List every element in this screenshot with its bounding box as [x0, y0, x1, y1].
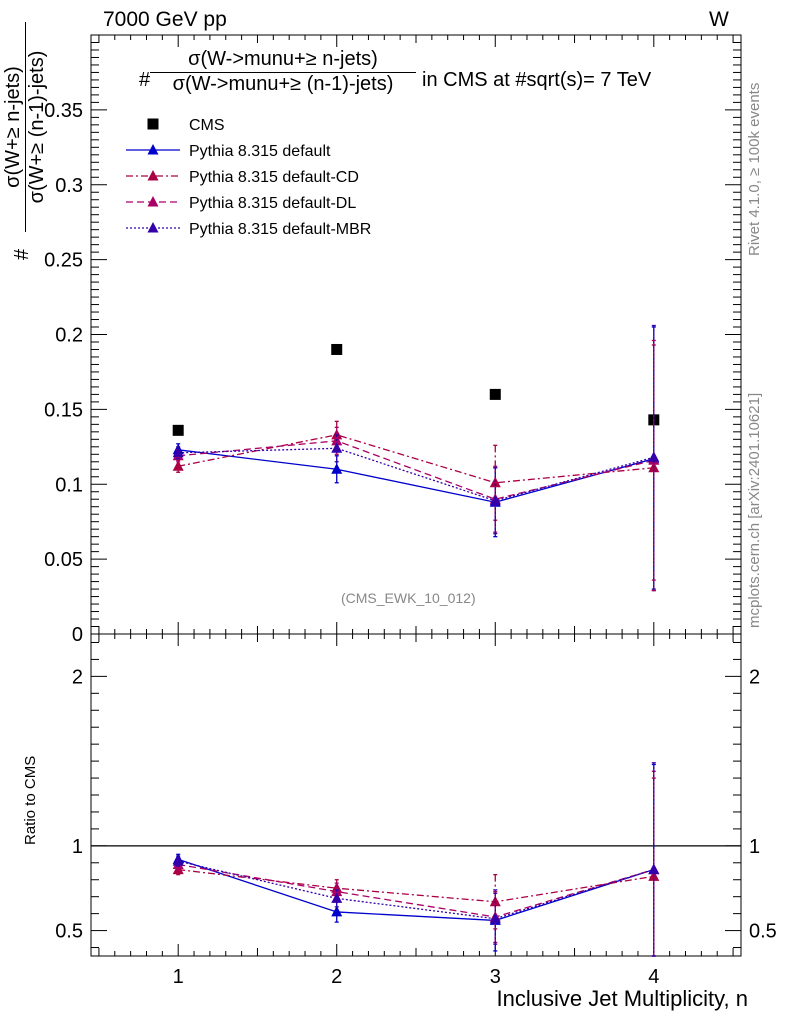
legend-entry-cms: CMS — [147, 117, 225, 134]
ratio-axes: 1 2 3 4 0.5 0.5 1 1 2 2 — [55, 634, 777, 988]
series-pythia-8-315-default-mbr — [172, 762, 660, 957]
x-tick-label: 3 — [490, 966, 501, 988]
ratio-y-tick-label: 1 — [72, 836, 83, 858]
legend-marker — [147, 144, 159, 155]
header-left: 7000 GeV pp — [103, 8, 227, 31]
data-point — [648, 451, 660, 462]
series-line — [178, 863, 654, 918]
data-point — [331, 343, 343, 355]
series-line — [178, 860, 654, 920]
title-numerator: σ(W->munu+≥ n-jets) — [188, 48, 378, 70]
ratio-y-tick-label-right: 2 — [749, 666, 760, 688]
x-tick-label: 2 — [331, 966, 342, 988]
ratio-plot-frame — [90, 633, 742, 957]
series-line — [178, 449, 654, 503]
plot-title: σ(W->munu+≥ n-jets) σ(W->munu+≥ (n-1)-je… — [150, 48, 416, 96]
data-point — [331, 463, 343, 474]
series-line — [177, 858, 655, 922]
data-point — [489, 388, 501, 400]
data-point — [331, 892, 343, 903]
title-denominator: σ(W->munu+≥ (n-1)-jets) — [150, 72, 416, 96]
series-line — [178, 868, 654, 903]
y-tick-label: 0 — [72, 624, 83, 646]
y-tick-label: 0.3 — [55, 175, 83, 197]
legend-label: Pythia 8.315 default-CD — [189, 169, 359, 186]
data-point — [172, 424, 184, 436]
legend-label: CMS — [189, 117, 225, 134]
legend-marker — [147, 170, 159, 181]
data-point — [172, 460, 184, 471]
legend: CMS Pythia 8.315 default Pythia 8.315 defa… — [126, 117, 371, 238]
header-right: W — [709, 8, 729, 31]
data-point — [489, 912, 501, 924]
series-line — [178, 440, 654, 500]
y-tick-label: 0.1 — [55, 474, 83, 496]
data-point — [172, 446, 184, 458]
data-point — [331, 442, 343, 453]
legend-marker — [147, 196, 159, 207]
data-point — [489, 494, 501, 506]
legend-label: Pythia 8.315 default — [189, 143, 331, 160]
legend-entry-pythia-8-315-default-dl: Pythia 8.315 default-DL — [126, 195, 356, 212]
series-cms — [172, 343, 660, 436]
main-axes: 0 0.05 0.1 0.15 0.2 0.25 0.3 0.35 — [44, 34, 741, 646]
series-line — [178, 447, 654, 502]
data-point — [172, 855, 184, 866]
x-axis-label: Inclusive Jet Multiplicity, n — [496, 986, 748, 1011]
legend-label: Pythia 8.315 default-DL — [189, 195, 356, 212]
legend-label: Pythia 8.315 default-MBR — [189, 221, 371, 238]
legend-entry-pythia-8-315-default: Pythia 8.315 default — [126, 143, 331, 160]
data-point — [489, 895, 501, 907]
analysis-tag: (CMS_EWK_10_012) — [341, 590, 476, 606]
ratio-y-tick-label: 2 — [72, 666, 83, 688]
data-point — [331, 905, 343, 917]
ratio-y-tick-label-right: 0.5 — [749, 921, 777, 943]
data-point — [648, 863, 660, 875]
series-pythia-8-315-default-dl — [172, 339, 660, 581]
main-series — [172, 324, 660, 592]
y-tick-label: 0.2 — [55, 325, 83, 347]
series-pythia-8-315-default-mbr — [172, 324, 660, 590]
y-tick-label: 0.15 — [44, 399, 83, 421]
ratio-y-tick-label-right: 1 — [749, 836, 760, 858]
series-line — [178, 434, 654, 484]
x-tick-label: 1 — [173, 966, 184, 988]
title-prefix: # — [139, 69, 151, 91]
y-tick-label: 0.05 — [44, 549, 83, 571]
y-tick-label: 0.35 — [44, 100, 83, 122]
x-tick-label: 4 — [648, 966, 659, 988]
legend-marker — [147, 118, 159, 130]
y-tick-label: 0.25 — [44, 250, 83, 272]
legend-entry-pythia-8-315-default-cd: Pythia 8.315 default-CD — [126, 169, 359, 186]
legend-marker — [147, 222, 159, 233]
ratio-y-tick-label: 0.5 — [55, 921, 83, 943]
series-pythia-8-315-default — [172, 763, 660, 957]
legend-entry-pythia-8-315-default-mbr: Pythia 8.315 default-MBR — [126, 221, 371, 238]
title-suffix: in CMS at #sqrt(s)= 7 TeV — [422, 69, 652, 91]
series-pythia-8-315-default-cd — [172, 344, 660, 592]
ratio-series — [91, 762, 741, 957]
series-pythia-8-315-default-cd — [172, 777, 660, 957]
series-pythia-8-315-default-dl — [172, 770, 660, 957]
